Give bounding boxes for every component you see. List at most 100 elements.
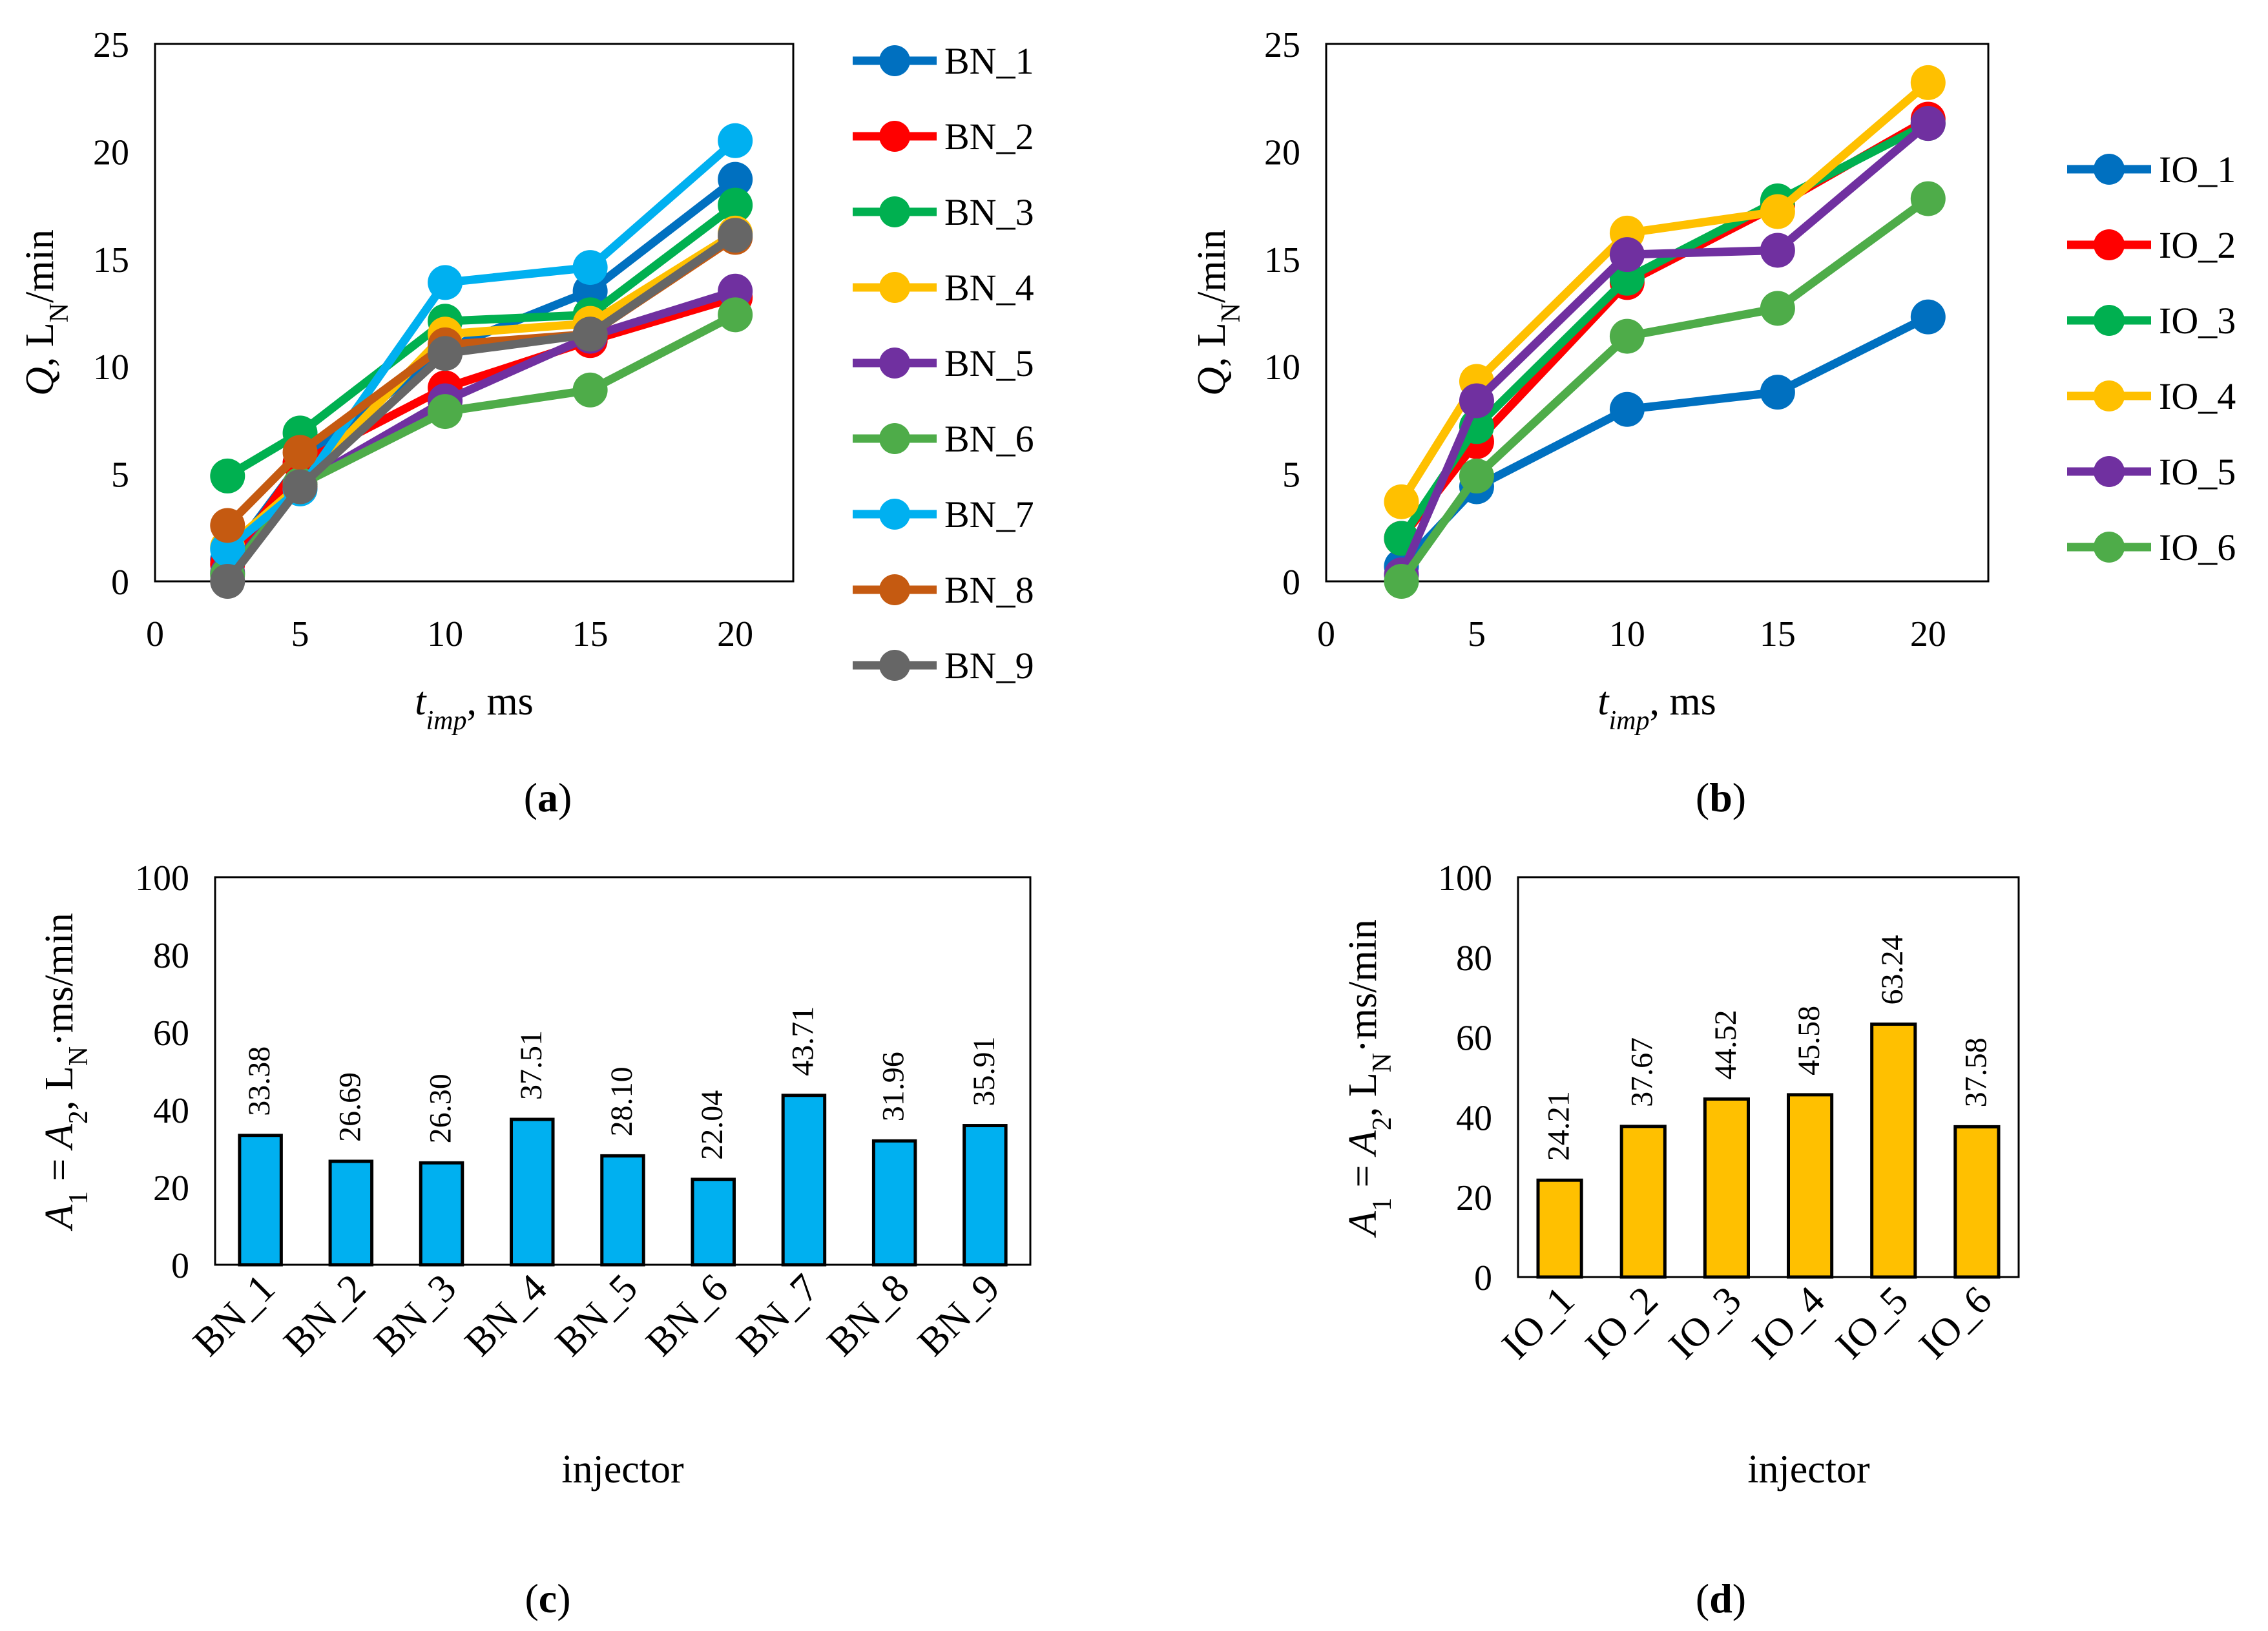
legend-item-bn-3: BN_3 [853,191,1034,233]
data-point-io-1 [1910,299,1946,335]
y-tick-label: 100 [135,858,189,899]
x-tick-label-bn-3: BN_3 [366,1266,465,1365]
x-tick-labels-d: IO_1IO_2IO_3IO_4IO_5IO_6 [1493,1278,2000,1367]
y-tick-label: 15 [1264,240,1300,280]
legend-item-bn-6: BN_6 [853,418,1034,460]
data-point-bn-1 [718,161,753,197]
data-point-io-1 [1609,391,1645,427]
x-tick-label-io-1: IO_1 [1493,1278,1583,1367]
legend-item-io-1: IO_1 [2067,149,2236,191]
data-label-bn-5: 28.10 [605,1066,639,1136]
panel-c-bar-chart: 0 20 40 60 80 100 33.38 26.69 26.30 37.51 28.10 22… [37,858,1032,1621]
bar-io-3 [1703,1097,1750,1279]
bar-bn-3 [419,1161,464,1267]
y-axis-label-b: Q, LN/min [1190,229,1246,396]
bar-bn-2 [328,1159,374,1267]
legend-marker [879,196,910,227]
plot-area-d [1517,876,2020,1278]
bar-io-2 [1619,1125,1667,1279]
data-label-bn-1: 33.38 [242,1046,276,1116]
y-axis-label-d: A1 = A2, LN·ms/min [1341,919,1397,1238]
data-point-io-1 [1760,375,1795,410]
legend-label: BN_9 [944,645,1034,687]
data-point-io-4 [1760,194,1795,229]
x-tick-label: 15 [1760,614,1796,654]
x-tick-label: 15 [572,614,609,654]
legend-marker [879,45,910,76]
legend-item-bn-4: BN_4 [853,267,1034,309]
legend-item-bn-1: BN_1 [853,40,1034,82]
data-point-io-5 [1760,233,1795,268]
legend-label: BN_4 [944,267,1034,309]
y-tick-label: 60 [1456,1019,1492,1059]
data-label-io-4: 45.58 [1792,1006,1826,1075]
x-tick-labels-c: BN_1BN_2BN_3BN_4BN_5BN_6BN_7BN_8BN_9 [185,1266,1008,1365]
x-tick-label-io-6: IO_6 [1911,1278,2000,1367]
data-point-io-6 [1910,181,1946,216]
y-tick-labels-b: 0 5 10 15 20 25 [1264,25,1300,603]
data-point-io-5 [1459,383,1494,419]
data-point-bn-8 [282,435,318,470]
legend-marker [879,272,910,303]
data-point-bn-7 [428,265,463,300]
bar-io-6 [1953,1125,2001,1279]
x-tick-label: 5 [291,614,309,654]
data-label-io-1: 24.21 [1542,1091,1576,1161]
legend-label: BN_6 [944,418,1034,460]
x-tick-labels-a: 0 5 10 15 20 [146,614,753,654]
x-tick-labels-b: 0 5 10 15 20 [1317,614,1946,654]
y-tick-label: 10 [93,348,129,388]
caption-a: (a) [524,774,572,820]
data-point-bn-6 [572,372,608,408]
series-a [210,123,753,599]
data-label-io-6: 37.58 [1959,1037,1993,1107]
data-label-io-3: 44.52 [1709,1010,1743,1079]
x-tick-label-bn-7: BN_7 [729,1266,827,1365]
y-tick-label: 40 [153,1091,189,1131]
legend-item-io-5: IO_5 [2067,451,2236,493]
legend-marker [879,121,910,152]
legend-item-bn-8: BN_8 [853,569,1034,611]
data-point-io-4 [1910,65,1946,100]
caption-d: (d) [1696,1575,1746,1621]
data-label-bn-2: 26.69 [333,1072,367,1142]
legend-marker [879,574,910,605]
panel-b-line-chart: 0 5 10 15 20 25 0 5 10 15 20 IO_1 IO_2 IO_3 IO_4 IO_5… [1190,25,2236,820]
bar-bn-5 [600,1154,645,1267]
y-axis-label-c: A1 = A2, LN·ms/min [37,913,94,1232]
legend-label: BN_7 [944,493,1034,535]
legend-item-bn-5: BN_5 [853,342,1034,384]
data-label-bn-7: 43.71 [785,1006,820,1076]
x-tick-label: 5 [1468,614,1486,654]
legend-marker [879,650,910,681]
y-tick-label: 40 [1456,1098,1492,1138]
x-axis-label-c: injector [561,1448,684,1491]
y-tick-label: 0 [171,1246,189,1286]
data-point-bn-7 [718,123,753,158]
caption-c: (c) [525,1575,570,1621]
legend-label: BN_1 [944,40,1034,82]
y-tick-label: 25 [1264,25,1300,65]
x-axis-label-a: timp, ms [415,680,534,736]
legend-a: BN_1 BN_2 BN_3 BN_4 BN_5 BN_6 BN_7 BN_8 BN_9 [853,40,1034,687]
y-tick-label: 100 [1438,858,1492,899]
data-point-bn-9 [210,564,245,599]
legend-marker [2094,154,2125,185]
data-point-bn-6 [718,297,753,333]
y-tick-label: 0 [1474,1258,1492,1298]
bar-io-1 [1536,1178,1583,1279]
series-b [1384,65,1946,599]
data-point-io-5 [1609,237,1645,273]
data-label-io-5: 63.24 [1875,935,1909,1005]
legend-label: IO_5 [2159,451,2236,493]
legend-label: BN_5 [944,342,1034,384]
bar-io-4 [1787,1093,1834,1279]
data-point-bn-9 [282,469,318,504]
panel-d-bar-chart: 0 20 40 60 80 100 24.21 37.67 44.52 45.58 63.24 37… [1341,858,2020,1621]
y-tick-label: 20 [93,132,129,172]
data-label-io-2: 37.67 [1625,1037,1659,1107]
data-point-io-5 [1910,106,1946,141]
x-tick-label-bn-4: BN_4 [457,1266,556,1365]
caption-b: (b) [1696,774,1746,820]
y-tick-label: 20 [1456,1178,1492,1218]
